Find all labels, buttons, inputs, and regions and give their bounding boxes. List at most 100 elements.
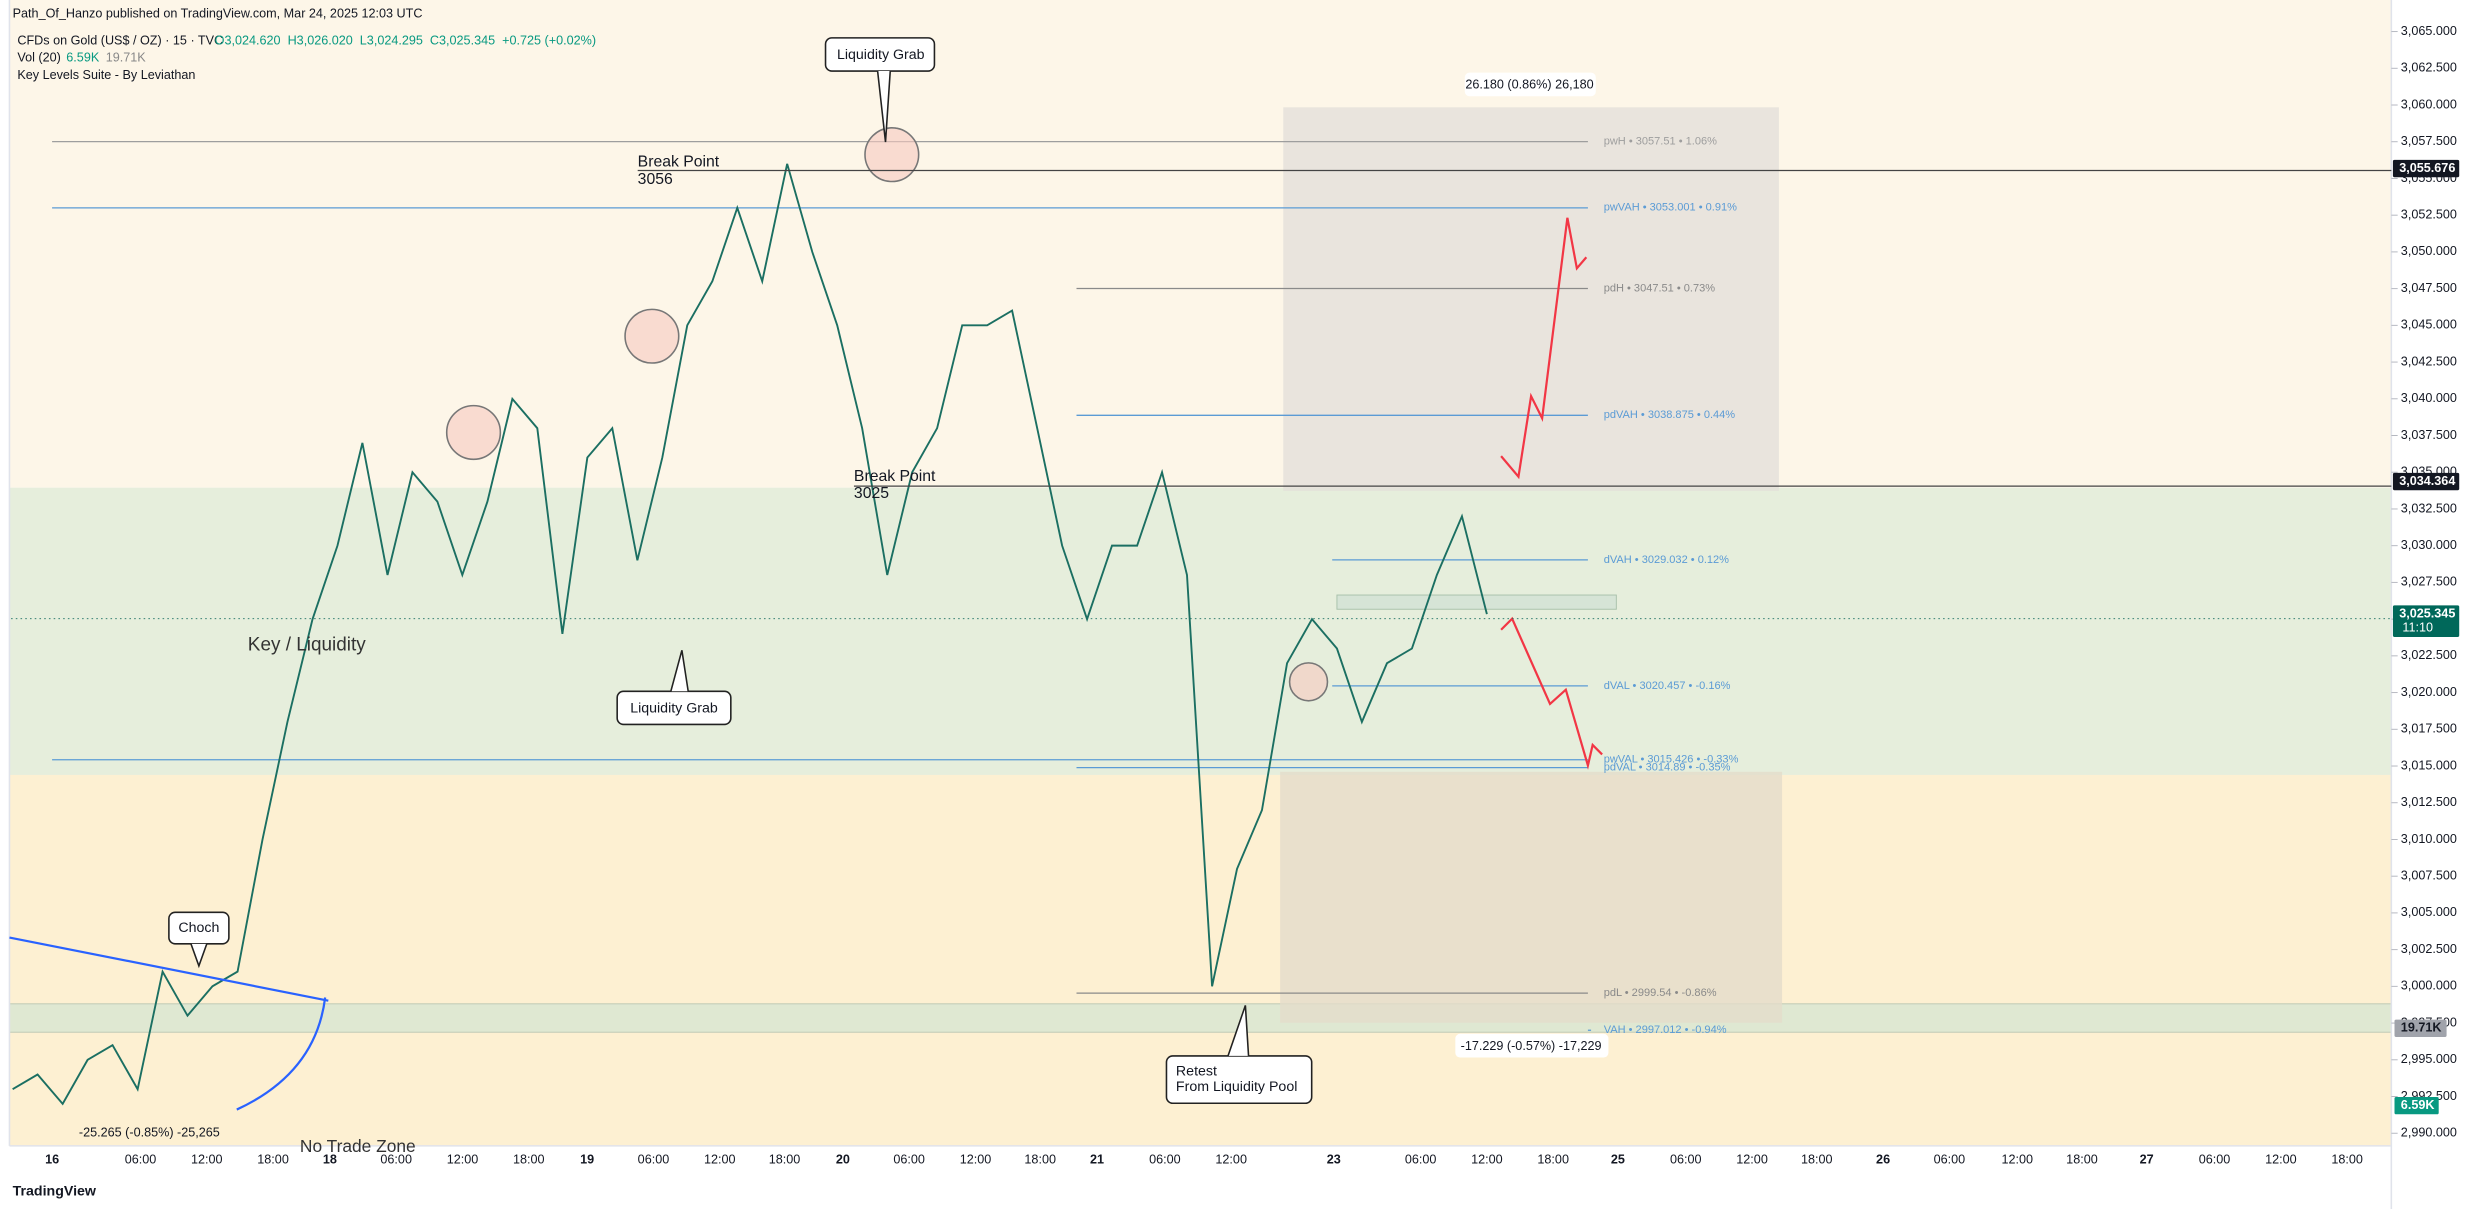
vol-tag-label: 6.59K	[2401, 1098, 2435, 1112]
fvg-box	[1336, 594, 1617, 610]
vol-tag	[2394, 1096, 2439, 1115]
annotation: 3025	[854, 485, 889, 502]
choch-curve	[236, 997, 327, 1111]
level-label: pdVAL • 3014.89 • -0.35%	[1604, 762, 1731, 774]
callout-text: From Liquidity Pool	[1176, 1079, 1297, 1095]
price-tag	[2392, 472, 2460, 491]
y-tick-label: 3,060.000	[2401, 97, 2457, 111]
x-tick-label: 16	[45, 1152, 59, 1166]
x-tick-label: 06:00	[1405, 1152, 1437, 1166]
x-tick-label: 12:00	[2265, 1152, 2297, 1166]
upper-zone	[9, 0, 2392, 488]
price-tag-label: 3,025.345	[2399, 606, 2455, 620]
indicator: Key Levels Suite - By Leviathan	[17, 68, 195, 82]
marker-circle	[1288, 662, 1329, 702]
x-tick-label: 18:00	[257, 1152, 289, 1166]
price-tag-label: 3,034.364	[2399, 474, 2455, 488]
vol-value: 6.59K	[66, 51, 100, 65]
annotation: Key / Liquidity	[248, 635, 366, 656]
x-tick-label: 18:00	[513, 1152, 545, 1166]
annotation: Break Point	[638, 154, 720, 171]
x-tick-label: 12:00	[1215, 1152, 1247, 1166]
y-tick-label: 3,020.000	[2401, 685, 2457, 699]
x-tick-label: 06:00	[893, 1152, 925, 1166]
y-tick-label: 3,050.000	[2401, 244, 2457, 258]
choch-line	[9, 936, 329, 1002]
short-box	[1280, 771, 1783, 1023]
publisher: Path_Of_Hanzo published on TradingView.c…	[13, 7, 423, 21]
y-tick-label: 3,002.500	[2401, 942, 2457, 956]
price-tag	[2392, 605, 2460, 637]
long-box	[1283, 107, 1779, 491]
marker-circle	[864, 127, 920, 183]
x-tick-label: 21	[1090, 1152, 1104, 1166]
y-tick-label: 3,047.500	[2401, 281, 2457, 295]
y-tick-label: 2,995.000	[2401, 1052, 2457, 1066]
marker-circle	[445, 404, 502, 461]
callout-pointer	[190, 943, 208, 969]
x-tick-label: 06:00	[2199, 1152, 2231, 1166]
y-tick-label: 3,030.000	[2401, 538, 2457, 552]
x-tick-label: 12:00	[704, 1152, 736, 1166]
measure-box	[1464, 72, 1596, 97]
x-tick-label: 18:00	[1024, 1152, 1056, 1166]
vol-label: Vol (20)	[17, 51, 60, 65]
annotation: No Trade Zone	[300, 1136, 416, 1156]
y-tick-label: 3,062.500	[2401, 61, 2457, 75]
annotation: 3056	[638, 171, 673, 188]
callout-pointer	[1227, 1005, 1250, 1057]
callout-text: Retest	[1176, 1063, 1217, 1079]
x-tick-label: 06:00	[125, 1152, 157, 1166]
key-zone	[9, 487, 2392, 775]
y-tick-label: 3,040.000	[2401, 391, 2457, 405]
level-label: pwVAH • 3053.001 • 0.91%	[1604, 202, 1737, 214]
y-tick-label: 3,037.500	[2401, 428, 2457, 442]
levels: pwH • 3057.51 • 1.06% pwVAH • 3053.001 • …	[52, 136, 1739, 1036]
x-tick-label: 18	[323, 1152, 337, 1166]
measure-box	[1455, 1033, 1609, 1058]
level-label: pdL • 2999.54 • -0.86%	[1604, 987, 1717, 999]
y-tick-label: 3,057.500	[2401, 134, 2457, 148]
x-tick-label: 12:00	[447, 1152, 479, 1166]
y-tick-label: 3,032.500	[2401, 501, 2457, 515]
brand: TradingView	[13, 1183, 97, 1199]
x-tick-label: 25	[1611, 1152, 1625, 1166]
measure-label: 26.180 (0.86%) 26,180	[1465, 78, 1593, 92]
x-tick-label: 06:00	[1934, 1152, 1966, 1166]
x-tick-label: 12:00	[1471, 1152, 1503, 1166]
y-tick-label: 3,042.500	[2401, 354, 2457, 368]
price-line	[12, 163, 1488, 1106]
price	[12, 163, 1488, 1106]
level-label: dVAL • 3020.457 • -0.16%	[1604, 680, 1731, 692]
x-tick-label: 18:00	[1801, 1152, 1833, 1166]
measure-label: -17.229 (-0.57%) -17,229	[1461, 1039, 1602, 1053]
y-tick-label: 3,022.500	[2401, 648, 2457, 662]
vol-value: 19.71K	[106, 51, 147, 65]
price-tag-label: 3,055.676	[2399, 161, 2455, 175]
x-tick-label: 12:00	[1736, 1152, 1768, 1166]
level-label: pdVAH • 3038.875 • 0.44%	[1604, 409, 1736, 421]
level-label: pwVAL • 3015.426 • -0.33%	[1604, 754, 1739, 766]
y-tick-label: 3,000.000	[2401, 979, 2457, 993]
measure-label: -25.265 (-0.85%) -25,265	[79, 1126, 220, 1140]
x-tick-label: 23	[1327, 1152, 1341, 1166]
level-label: dVAH • 3029.032 • 0.12%	[1604, 554, 1729, 566]
x-tick-label: 06:00	[638, 1152, 670, 1166]
x-tick-label: 18:00	[1537, 1152, 1569, 1166]
quote: O3,024.620 H3,026.020 L3,024.295 C3,025.…	[215, 33, 596, 47]
y-tick-label: 2,990.000	[2401, 1126, 2457, 1140]
y-tick-label: 3,052.500	[2401, 208, 2457, 222]
level-label: VAH • 2997.012 • -0.94%	[1604, 1024, 1727, 1036]
level-label: pwH • 3057.51 • 1.06%	[1604, 136, 1717, 148]
y-tick-label: 3,015.000	[2401, 758, 2457, 772]
x-tick-label: 12:00	[191, 1152, 223, 1166]
y-tick-label: 3,045.000	[2401, 318, 2457, 332]
countdown: 11:10	[2402, 621, 2433, 635]
callout-pointer	[876, 70, 892, 143]
x-tick-label: 12:00	[960, 1152, 992, 1166]
y-tick-label: 3,065.000	[2401, 24, 2457, 38]
y-tick-label: 3,010.000	[2401, 832, 2457, 846]
y-tick-label: 3,007.500	[2401, 869, 2457, 883]
x-tick-label: 18:00	[2066, 1152, 2098, 1166]
